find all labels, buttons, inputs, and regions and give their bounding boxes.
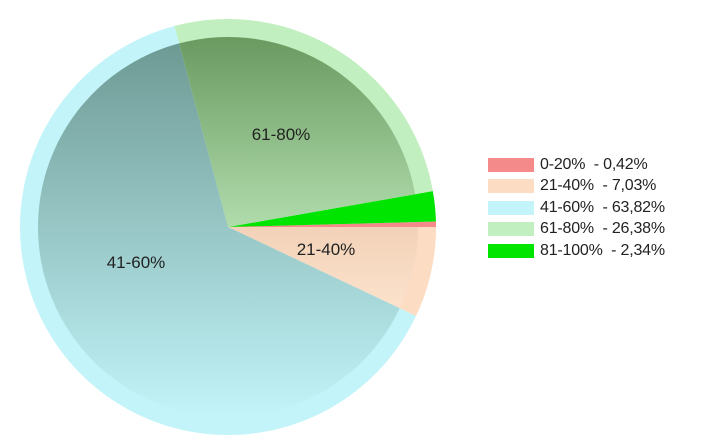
- legend-swatch: [488, 222, 534, 237]
- legend-label: 41-60% - 63,82%: [540, 198, 665, 216]
- legend-swatch: [488, 200, 534, 215]
- pie-slice-0-20: [228, 221, 436, 228]
- legend-label: 0-20% - 0,42%: [540, 155, 648, 173]
- pie-slice-inner-61-80: [179, 36, 416, 228]
- legend-item-21-40: 21-40% - 7,03%: [488, 176, 724, 198]
- pie-slice-81-100: [228, 191, 436, 227]
- legend-item-0-20: 0-20% - 0,42%: [488, 154, 724, 176]
- legend-item-61-80: 61-80% - 26,38%: [488, 219, 724, 241]
- legend-label: 61-80% - 26,38%: [540, 220, 665, 238]
- legend-item-41-60: 41-60% - 63,82%: [488, 197, 724, 219]
- pie-slice-inner-21-40: [228, 227, 418, 309]
- legend-label: 21-40% - 7,03%: [540, 177, 657, 195]
- legend-item-81-100: 81-100% - 2,34%: [488, 240, 724, 262]
- legend-label: 81-100% - 2,34%: [540, 241, 665, 259]
- slice-label-41-60: 41-60%: [107, 253, 166, 272]
- legend-swatch: [488, 243, 534, 258]
- legend-swatch: [488, 179, 534, 194]
- slice-label-61-80: 61-80%: [252, 125, 311, 144]
- legend-swatch: [488, 157, 534, 172]
- pie-slice-inner-41-60: [37, 43, 400, 418]
- slice-label-21-40: 21-40%: [297, 240, 356, 259]
- legend: 0-20% - 0,42% 21-40% - 7,03% 41-60% - 63,8…: [488, 154, 724, 262]
